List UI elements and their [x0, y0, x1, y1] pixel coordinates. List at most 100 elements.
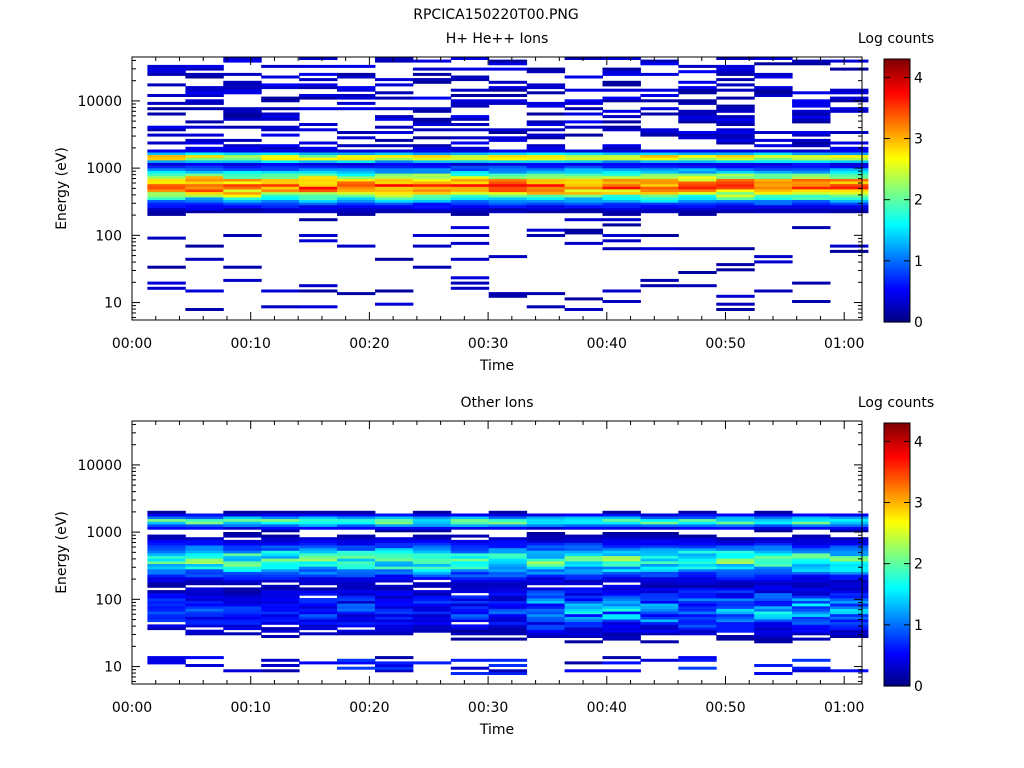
heatmap-cell	[716, 104, 755, 108]
colorbar-segment	[884, 672, 910, 676]
heatmap-cell	[754, 619, 793, 623]
colorbar-segment	[884, 282, 910, 286]
heatmap-cell	[185, 516, 224, 520]
colorbar-segment	[884, 558, 910, 562]
heatmap-cell	[754, 197, 793, 200]
heatmap-cell	[678, 561, 717, 564]
heatmap-cell	[526, 67, 566, 71]
heatmap-cell	[412, 160, 452, 163]
heatmap-cell	[375, 197, 414, 200]
heatmap-cell	[299, 191, 338, 195]
heatmap-cell	[716, 57, 755, 60]
heatmap-cell	[147, 101, 186, 105]
heatmap-cell	[223, 157, 262, 161]
heatmap-cell	[754, 510, 793, 514]
heatmap-cell	[223, 555, 262, 559]
heatmap-cell	[261, 587, 300, 591]
colorbar-tick-label: 4	[914, 434, 923, 450]
heatmap-cell	[640, 189, 679, 193]
heatmap-cell	[412, 518, 452, 522]
heatmap-cell	[488, 598, 528, 601]
colorbar-segment	[884, 245, 910, 249]
colorbar-segment	[884, 319, 910, 323]
heatmap-cell	[640, 183, 679, 187]
heatmap-cell	[830, 605, 869, 609]
colorbar-segment	[884, 517, 910, 521]
heatmap-cell	[754, 672, 793, 675]
heatmap-cell	[792, 616, 831, 620]
heatmap-cell	[488, 664, 528, 667]
heatmap-cell	[564, 621, 603, 625]
heatmap-cell	[147, 516, 186, 520]
colorbar-segment	[884, 585, 910, 588]
colorbar-segment	[884, 194, 910, 198]
y-tick-label: 1000	[86, 525, 122, 541]
colorbar-segment	[884, 683, 910, 687]
heatmap-cell	[716, 67, 755, 71]
colorbar-segment	[884, 438, 910, 442]
heatmap-cell	[754, 162, 793, 166]
heatmap-cell	[412, 120, 452, 124]
heatmap-cell	[526, 144, 566, 148]
heatmap-cell	[792, 582, 831, 586]
heatmap-cell	[223, 613, 262, 617]
heatmap-cell	[337, 590, 376, 594]
heatmap-cell	[450, 561, 490, 564]
heatmap-cell	[299, 518, 338, 522]
heatmap-cell	[792, 624, 831, 628]
heatmap-cell	[526, 576, 566, 580]
heatmap-cell	[754, 529, 793, 533]
heatmap-cell	[716, 117, 755, 121]
heatmap-cell	[185, 629, 224, 633]
heatmap-cell	[375, 157, 414, 161]
heatmap-cell	[147, 558, 186, 562]
heatmap-cell	[602, 239, 641, 243]
heatmap-cell	[185, 605, 224, 609]
colorbar-segment	[884, 650, 910, 654]
heatmap-cell	[830, 627, 869, 631]
heatmap-cell	[564, 624, 603, 628]
y-tick-label: 10	[104, 296, 122, 312]
heatmap-cell	[602, 212, 641, 216]
heatmap-cell	[488, 627, 528, 631]
heatmap-cell	[488, 672, 528, 675]
heatmap-cell	[223, 566, 262, 570]
heatmap-cell	[716, 210, 755, 214]
heatmap-cell	[412, 576, 452, 580]
heatmap-cell	[754, 664, 793, 667]
heatmap-cell	[450, 276, 490, 280]
heatmap-cell	[602, 160, 641, 163]
heatmap-cell	[147, 94, 186, 97]
heatmap-cell	[450, 624, 490, 628]
heatmap-cell	[147, 545, 186, 549]
heatmap-cell	[792, 561, 831, 564]
heatmap-cell	[337, 582, 376, 586]
heatmap-cell	[147, 265, 186, 269]
heatmap-cell	[261, 186, 300, 190]
heatmap-cell	[678, 521, 717, 525]
heatmap-cell	[754, 194, 793, 198]
heatmap-cell	[754, 553, 793, 557]
colorbar-segment	[884, 129, 910, 132]
colorbar-segment	[884, 460, 910, 464]
heatmap-cell	[792, 563, 831, 567]
heatmap-cell	[716, 576, 755, 580]
heatmap-cell	[223, 194, 262, 198]
heatmap-cell	[375, 78, 414, 82]
heatmap-cell	[678, 534, 717, 538]
heatmap-cell	[640, 202, 679, 206]
heatmap-cell	[678, 598, 717, 601]
heatmap-cell	[375, 529, 414, 533]
heatmap-cell	[299, 605, 338, 609]
colorbar-segment	[884, 569, 910, 573]
heatmap-cell	[488, 154, 528, 158]
heatmap-cell	[147, 125, 186, 129]
heatmap-cell	[223, 590, 262, 594]
heatmap-cell	[792, 611, 831, 615]
heatmap-cell	[602, 568, 641, 572]
heatmap-cell	[792, 629, 831, 633]
heatmap-cell	[716, 294, 755, 298]
heatmap-cell	[337, 526, 376, 530]
heatmap-cell	[375, 210, 414, 214]
heatmap-cell	[678, 524, 717, 527]
